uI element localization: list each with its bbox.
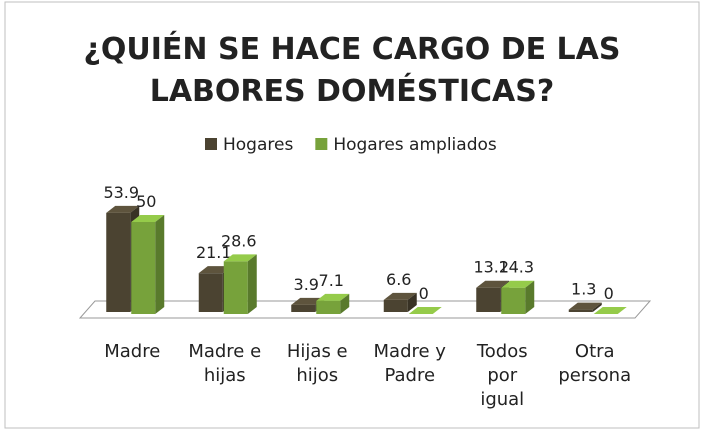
x-tick-label: Hijas e hijos — [287, 341, 348, 386]
bar-top — [593, 307, 627, 314]
bar-side — [247, 254, 257, 314]
bar-top — [501, 280, 535, 288]
bar-top — [476, 280, 510, 288]
bar-side — [525, 280, 535, 314]
x-tick-label: Madre — [104, 341, 160, 362]
legend-label: Hogares — [223, 135, 293, 155]
data-label: 0 — [419, 284, 429, 303]
bar — [501, 280, 535, 314]
legend-label: Hogares ampliados — [333, 135, 497, 155]
bar-top — [291, 297, 325, 305]
bar-front — [223, 261, 248, 314]
bar-front — [568, 309, 593, 312]
bar-front — [501, 287, 526, 314]
bar-side — [155, 215, 165, 314]
bar-top — [568, 302, 602, 310]
bar-top — [223, 254, 257, 262]
x-tick-label: Madre y Padre — [374, 341, 447, 386]
data-label: 50 — [136, 192, 156, 211]
bar-top — [106, 205, 140, 213]
data-label: 21.1 — [196, 243, 232, 262]
bar-front — [383, 299, 408, 312]
bar — [383, 292, 417, 312]
bar — [593, 307, 627, 314]
bar — [316, 293, 350, 314]
legend-swatch — [205, 138, 217, 150]
x-tick-label: Otra persona — [558, 341, 631, 386]
bar-front — [131, 222, 156, 314]
bar-top — [316, 293, 350, 301]
bar-top — [198, 266, 232, 274]
bar-front — [198, 273, 223, 312]
data-label: 13.2 — [473, 257, 509, 276]
bar-top — [383, 292, 417, 300]
bar — [408, 307, 442, 314]
x-tick-label: Madre e hijas — [188, 341, 261, 386]
data-label: 3.9 — [294, 274, 319, 293]
bar-top — [131, 215, 165, 222]
data-label: 53.9 — [103, 182, 139, 201]
bar-front — [316, 300, 341, 314]
bar-front — [476, 287, 501, 312]
data-label: 7.1 — [319, 270, 344, 289]
data-label: 28.6 — [221, 231, 257, 250]
floor — [78, 300, 652, 319]
data-label: 6.6 — [386, 269, 411, 288]
bar — [568, 302, 602, 312]
chart-title: ¿QUIÉN SE HACE CARGO DE LAS LABORES DOMÉS… — [84, 31, 621, 109]
data-label: 0 — [604, 284, 614, 303]
bar-top — [408, 307, 442, 314]
bar-front — [106, 212, 131, 312]
bar-side — [592, 302, 602, 312]
data-label: 14.3 — [498, 257, 534, 276]
data-label: 1.3 — [571, 279, 596, 298]
bar-side — [340, 293, 350, 314]
bar — [131, 215, 165, 314]
x-tick-label: Todos por igual — [476, 341, 528, 410]
bar-side — [407, 292, 417, 312]
legend-swatch — [315, 138, 328, 150]
bar-front — [291, 304, 316, 312]
bar — [223, 254, 257, 314]
